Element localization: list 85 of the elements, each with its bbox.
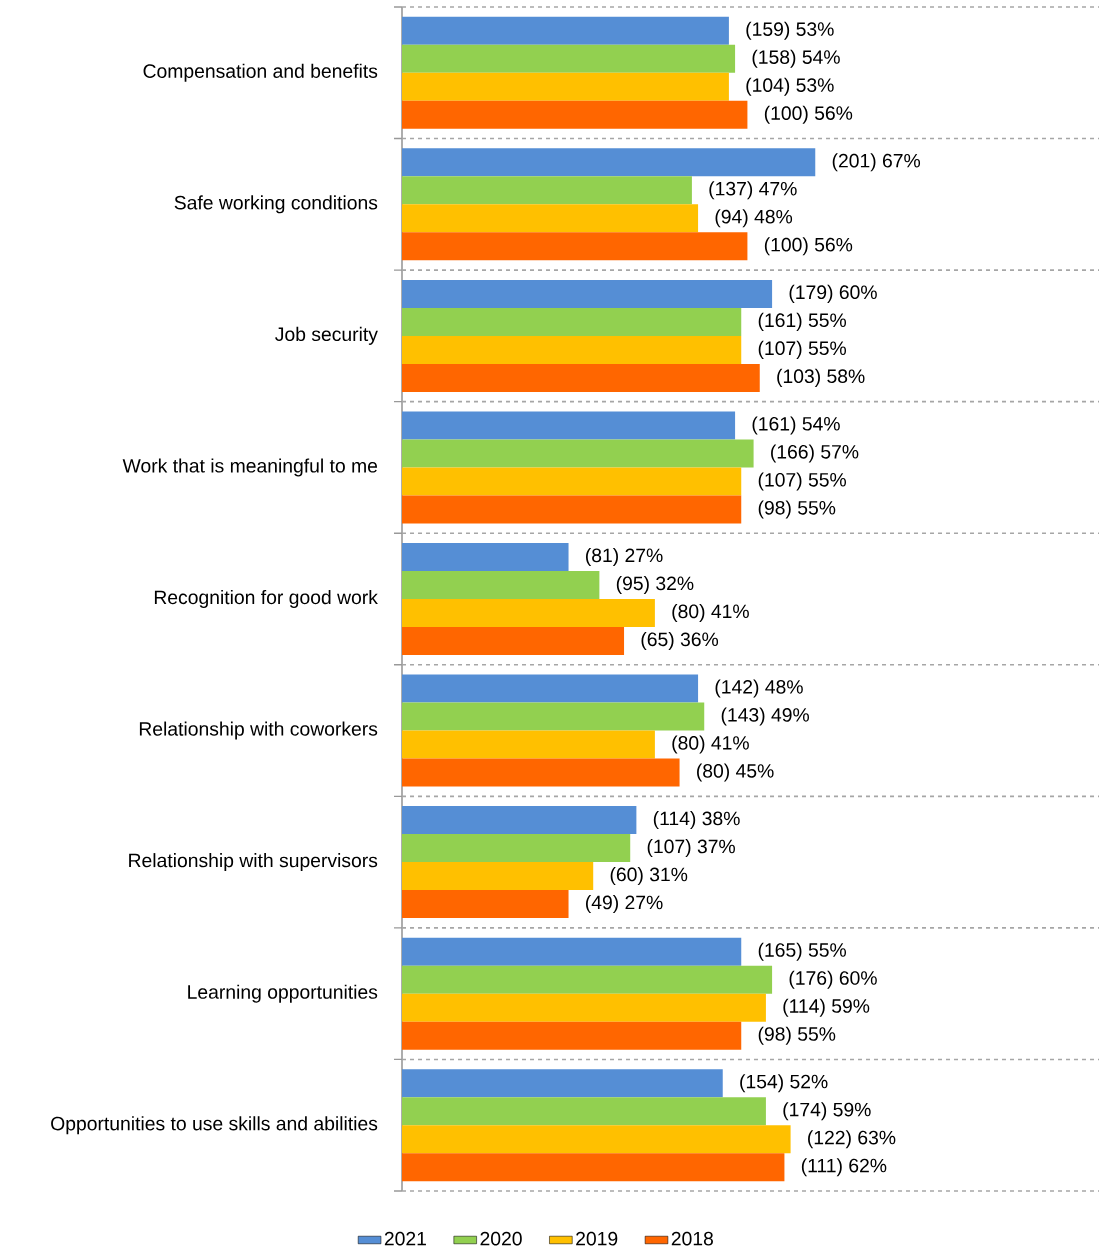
data-label: (176) 60% <box>789 970 877 989</box>
bar <box>402 570 600 599</box>
data-label: (161) 55% <box>758 312 847 331</box>
bar <box>402 702 705 731</box>
bar <box>402 72 729 101</box>
data-label: (165) 55% <box>758 942 847 961</box>
bar <box>402 204 699 233</box>
data-label: (107) 55% <box>758 340 847 359</box>
data-label: (94) 48% <box>715 209 793 228</box>
bar <box>402 598 655 627</box>
data-label: (60) 31% <box>610 867 688 886</box>
data-label: (142) 48% <box>715 679 803 698</box>
bar <box>402 495 742 524</box>
bar <box>402 862 594 891</box>
bar <box>402 993 766 1022</box>
legend-label: 2019 <box>576 1231 618 1246</box>
bar <box>402 937 742 966</box>
bar <box>402 100 748 129</box>
data-label: (166) 57% <box>771 444 859 463</box>
bar <box>402 806 637 835</box>
y-tick-label: Safe working conditions <box>174 195 378 214</box>
data-label: (137) 47% <box>709 181 797 200</box>
data-label: (111) 62% <box>801 1158 887 1177</box>
bar <box>402 626 625 655</box>
legend-label: 2020 <box>480 1231 522 1246</box>
legend-label: 2018 <box>671 1231 713 1246</box>
data-label: (161) 54% <box>752 416 840 435</box>
data-label: (158) 54% <box>752 49 840 68</box>
bar <box>402 411 736 440</box>
bar <box>402 758 680 787</box>
bar <box>402 307 742 336</box>
bar <box>402 335 742 364</box>
bar <box>402 1153 785 1182</box>
bar <box>402 363 760 392</box>
bar <box>402 16 729 45</box>
bar <box>402 279 773 308</box>
data-label: (114) 59% <box>783 998 870 1017</box>
bar <box>402 467 742 496</box>
bar <box>402 1125 791 1154</box>
bar <box>402 1021 742 1050</box>
data-label: (143) 49% <box>721 707 809 726</box>
bar <box>402 890 569 919</box>
y-tick-label: Recognition for good work <box>154 589 378 608</box>
data-label: (98) 55% <box>758 500 836 519</box>
data-label: (80) 41% <box>672 735 749 754</box>
y-tick-label: Relationship with supervisors <box>129 853 378 872</box>
y-tick-label: Opportunities to use skills and abilities <box>51 1116 378 1135</box>
bar <box>402 148 816 177</box>
y-tick-label: Relationship with coworkers <box>139 721 378 740</box>
data-label: (65) 36% <box>641 631 719 651</box>
bar <box>402 730 655 759</box>
bar <box>402 439 754 468</box>
data-label: (159) 53% <box>746 21 834 40</box>
bar <box>402 542 569 571</box>
bar <box>402 232 748 261</box>
data-label: (95) 32% <box>616 575 694 595</box>
data-label: (98) 55% <box>758 1026 836 1045</box>
bar <box>402 1097 766 1126</box>
y-tick-label: Job security <box>275 326 378 345</box>
data-label: (49) 27% <box>586 895 663 914</box>
data-label: (107) 55% <box>758 472 847 491</box>
data-label: (114) 38% <box>653 811 740 830</box>
data-label: (107) 37% <box>647 839 735 858</box>
bar <box>402 176 692 205</box>
data-label: (103) 58% <box>777 368 865 387</box>
bar <box>402 674 699 703</box>
data-label: (122) 63% <box>808 1130 896 1149</box>
y-tick-label: Learning opportunities <box>188 984 378 1003</box>
data-label: (174) 59% <box>783 1102 871 1121</box>
y-tick-label: Compensation and benefits <box>143 63 378 82</box>
y-tick-label: Work that is meaningful to me <box>122 458 378 477</box>
data-label: (80) 45% <box>697 763 774 782</box>
data-label: (154) 52% <box>740 1074 828 1093</box>
data-label: (100) 56% <box>764 237 853 256</box>
bar <box>402 965 773 994</box>
bar <box>402 44 736 73</box>
data-label: (201) 67% <box>832 153 921 172</box>
data-label: (80) 41% <box>672 603 749 623</box>
bar <box>402 1069 723 1098</box>
legend-label: 2021 <box>384 1231 426 1246</box>
data-label: (104) 53% <box>746 77 834 96</box>
bar <box>402 834 631 863</box>
data-label: (100) 56% <box>764 105 853 124</box>
data-label: (179) 60% <box>789 284 877 303</box>
data-label: (81) 27% <box>586 547 663 567</box>
